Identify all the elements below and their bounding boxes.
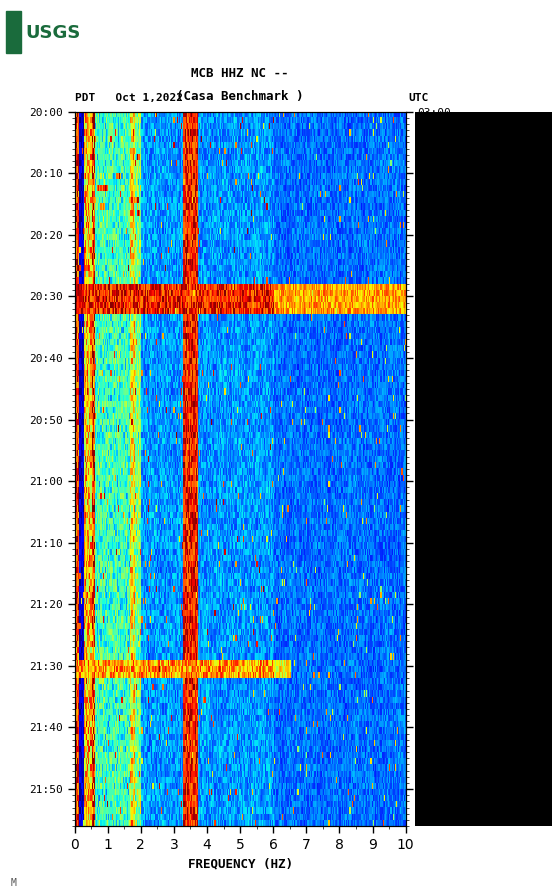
Bar xyxy=(6,12,22,53)
Text: PDT   Oct 1,2022: PDT Oct 1,2022 xyxy=(75,93,183,103)
Text: USGS: USGS xyxy=(25,24,80,43)
Text: UTC: UTC xyxy=(408,93,429,103)
X-axis label: FREQUENCY (HZ): FREQUENCY (HZ) xyxy=(188,857,293,871)
Text: (Casa Benchmark ): (Casa Benchmark ) xyxy=(177,89,304,103)
Text: MCB HHZ NC --: MCB HHZ NC -- xyxy=(192,67,289,80)
Text: M: M xyxy=(11,878,17,888)
